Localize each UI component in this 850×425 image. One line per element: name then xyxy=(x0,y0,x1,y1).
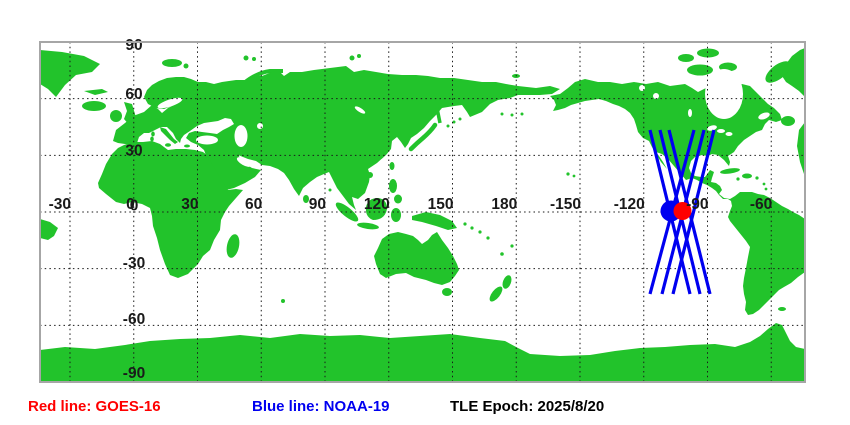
longitude-labels: -30 0 30 60 90 120 150 180 -150 -120 -90… xyxy=(49,196,773,213)
lake-winnipeg xyxy=(688,109,692,117)
landmass-japan xyxy=(408,122,438,152)
legend-bar: Red line: GOES-16 Blue line: NOAA-19 TLE… xyxy=(0,398,850,418)
lon-label: -120 xyxy=(614,196,645,213)
seas-and-lakes xyxy=(157,69,770,167)
great-lake-3 xyxy=(725,132,733,136)
sea-black xyxy=(196,135,218,145)
lat-label: -30 xyxy=(123,255,145,272)
legend-goes16-label: Red line: GOES-16 xyxy=(28,398,161,415)
landmass-right-edge-strip xyxy=(797,122,805,177)
hudson-bay xyxy=(705,69,743,119)
landmass-madagascar xyxy=(226,234,240,258)
sea-aral xyxy=(257,123,263,129)
latitude-labels: 90 60 30 0 -30 -60 -90 xyxy=(123,37,145,382)
lat-label: 0 xyxy=(130,198,139,215)
lon-label: 60 xyxy=(245,196,262,213)
landmass-nz-north xyxy=(502,275,512,289)
landmass-ireland xyxy=(110,110,122,122)
lon-label: -90 xyxy=(686,196,708,213)
landmass-philippines-luzon xyxy=(389,179,397,193)
landmass-cuba xyxy=(720,168,740,174)
lon-label: 150 xyxy=(428,196,454,213)
noaa19-track-line xyxy=(671,129,716,295)
lat-label: 90 xyxy=(125,37,142,54)
great-lake-1 xyxy=(707,125,717,131)
landmass-hainan xyxy=(367,172,373,178)
landmass-greenland-sliver xyxy=(84,89,108,95)
landmass-falklands xyxy=(778,307,786,311)
great-lake-2 xyxy=(717,129,725,133)
lon-label: -150 xyxy=(550,196,581,213)
lat-label: 60 xyxy=(125,86,142,103)
lon-label: -60 xyxy=(750,196,772,213)
landmass-new-guinea xyxy=(412,212,457,230)
landmass-greenland-east xyxy=(40,50,100,97)
landmass-newfoundland xyxy=(781,116,795,126)
landmass-eurasia xyxy=(113,66,560,210)
sea-baltic xyxy=(157,97,183,109)
landmass-americas xyxy=(550,79,805,315)
landmass-nz-south xyxy=(489,286,503,302)
graticule xyxy=(40,42,805,382)
lon-label: 120 xyxy=(364,196,390,213)
landmass-iceland xyxy=(82,101,106,111)
landmass-australia xyxy=(374,232,459,285)
lat-label: -60 xyxy=(123,311,145,328)
landmass-victoria-island xyxy=(687,64,713,76)
landmass-svalbard xyxy=(162,59,182,67)
landmass-greenland-west xyxy=(782,48,805,97)
lake-baikal xyxy=(354,106,366,114)
world-map-svg: -30 0 30 60 90 120 150 180 -150 -120 -90… xyxy=(39,37,806,383)
lon-label: 180 xyxy=(491,196,517,213)
landmass-taiwan xyxy=(389,162,395,170)
landmass-sulawesi xyxy=(391,208,401,222)
sea-caspian xyxy=(234,125,248,147)
st-lawrence-gulf xyxy=(758,112,770,120)
landmass-scandinavia xyxy=(144,77,218,109)
landmass-africa xyxy=(98,141,243,278)
lon-label: 90 xyxy=(309,196,326,213)
landmass-antarctica xyxy=(40,323,805,382)
landmass-hispaniola xyxy=(742,173,752,179)
gulf-persian xyxy=(236,157,252,167)
lat-label: -90 xyxy=(123,365,145,382)
great-slave-lake xyxy=(653,93,659,99)
landmasses xyxy=(40,48,805,382)
landmass-tasmania xyxy=(442,288,452,296)
world-map-plot: -30 0 30 60 90 120 150 180 -150 -120 -90… xyxy=(39,37,806,383)
landmass-italy xyxy=(160,127,178,144)
landmass-brazil-wrap xyxy=(40,219,58,240)
landmass-java xyxy=(357,222,379,230)
lon-label: -30 xyxy=(49,196,71,213)
goes16-marker-dot xyxy=(673,202,692,220)
lat-label: 30 xyxy=(125,143,142,160)
landmass-sakhalin xyxy=(435,107,442,124)
landmass-borneo xyxy=(365,198,387,220)
lon-label: 0 xyxy=(126,196,135,213)
landmass-philippines-mindanao xyxy=(394,194,402,204)
plot-border xyxy=(39,41,806,383)
legend-noaa19-label: Blue line: NOAA-19 xyxy=(252,398,390,415)
lon-label: 30 xyxy=(181,196,198,213)
landmass-baffin xyxy=(765,61,791,83)
landmass-sri-lanka xyxy=(303,195,309,203)
legend-tle-epoch-label: TLE Epoch: 2025/8/20 xyxy=(450,398,605,415)
